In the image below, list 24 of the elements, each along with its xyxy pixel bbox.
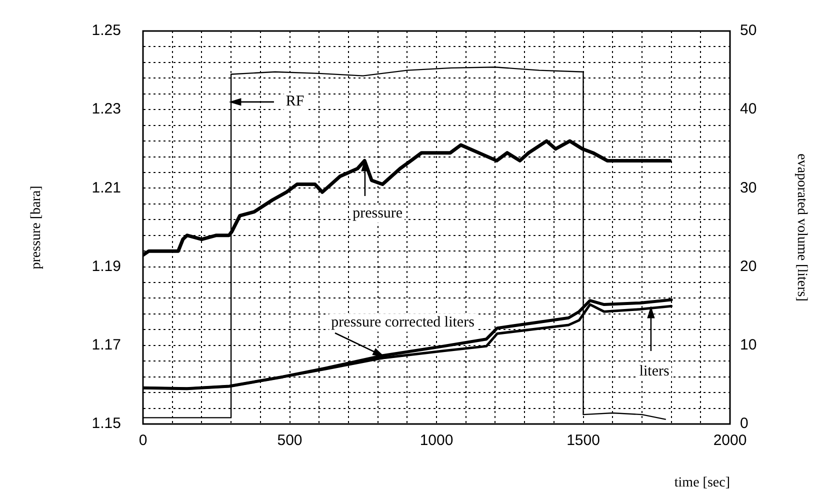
y2-tick-label: 0 (740, 415, 748, 432)
y-tick-label: 1.17 (92, 336, 121, 354)
y2-tick-label: 40 (740, 100, 757, 118)
x-tick-label: 0 (138, 432, 148, 450)
annotation: pressure corrected liters (331, 314, 475, 331)
annotation: liters (639, 363, 670, 380)
annotation: pressure (352, 206, 403, 222)
y2-tick-label: 10 (740, 336, 757, 354)
x-tick-label: 1000 (420, 432, 454, 450)
y-tick-label: 1.21 (92, 179, 121, 196)
y2-tick-label: 50 (740, 22, 757, 40)
x-axis-title: time [sec] (674, 475, 730, 490)
y-axis-title: pressure [bara] (29, 186, 44, 270)
x-tick-label: 500 (277, 432, 302, 450)
y2-tick-label: 20 (740, 258, 757, 275)
x-tick-label: 2000 (713, 432, 747, 450)
y2-tick-label: 30 (740, 179, 757, 196)
y-tick-label: 1.23 (92, 100, 121, 118)
annotation: RF (286, 94, 304, 110)
x-tick-label: 1500 (566, 432, 600, 450)
y-tick-label: 1.19 (92, 258, 121, 275)
y2-axis-title: evaporated volume [liters] (794, 154, 809, 302)
y-tick-label: 1.25 (92, 22, 121, 40)
y-tick-label: 1.15 (92, 415, 121, 432)
